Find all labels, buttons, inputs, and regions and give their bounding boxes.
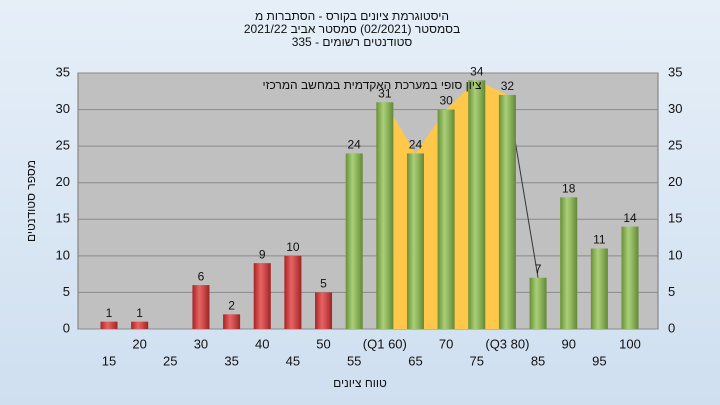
- x-tick-label: 30: [194, 336, 208, 351]
- value-label: 14: [623, 211, 637, 225]
- value-label: 2: [228, 299, 235, 313]
- bar-shade: [100, 321, 118, 329]
- y2-tick-label: 5: [668, 284, 675, 299]
- value-label: 1: [136, 306, 143, 320]
- annotation: ציון סופי במערכת האקדמית במחשב המרכזי: [262, 78, 482, 92]
- value-label: 11: [593, 233, 606, 247]
- y-tick-label: 20: [56, 174, 70, 189]
- value-label: 24: [347, 138, 361, 152]
- x-tick-label: 25: [163, 353, 177, 368]
- value-label: 9: [259, 247, 266, 261]
- value-label: 24: [409, 138, 423, 152]
- x-tick-label: 35: [224, 353, 238, 368]
- x-tick-label: 90: [561, 336, 575, 351]
- bar-shade: [406, 153, 424, 329]
- title-line: היסטוגרמת ציונים בקורס - הסתברות מ: [255, 9, 449, 23]
- x-tick-label: 75: [470, 353, 484, 368]
- value-label: 1: [106, 306, 113, 320]
- x-tick-label: 100: [619, 336, 641, 351]
- y2-tick-label: 15: [668, 211, 682, 226]
- x-tick-label: 95: [592, 353, 606, 368]
- y2-tick-label: 25: [668, 138, 682, 153]
- x-tick-label: (Q1 60): [363, 336, 407, 351]
- bar-shade: [621, 226, 639, 329]
- x-tick-label: 50: [316, 336, 330, 351]
- bar-shade: [529, 277, 547, 329]
- bar-shade: [131, 321, 149, 329]
- bar-shade: [376, 102, 394, 329]
- bar-shade: [253, 263, 271, 329]
- y-tick-label: 35: [56, 64, 70, 79]
- y-tick-label: 5: [63, 284, 70, 299]
- x-tick-label: 70: [439, 336, 453, 351]
- bar-shade: [590, 248, 608, 329]
- bar-shade: [284, 255, 302, 329]
- y2-tick-label: 0: [668, 320, 675, 335]
- bar-shade: [223, 314, 241, 329]
- x-axis-title: טווח ציונים: [333, 376, 387, 390]
- y2-tick-label: 20: [668, 174, 682, 189]
- y-axis-title: מספר סטודנטים: [24, 160, 38, 242]
- y2-tick-label: 35: [668, 64, 682, 79]
- value-label: 34: [470, 64, 484, 78]
- bar-shade: [192, 285, 210, 329]
- value-label: 30: [439, 94, 453, 108]
- x-tick-label: 85: [531, 353, 545, 368]
- y-tick-label: 10: [56, 247, 70, 262]
- title-line: סטודנטים רשומים - 335: [292, 35, 413, 49]
- y-tick-label: 25: [56, 138, 70, 153]
- bar-shade: [498, 94, 516, 329]
- bar-shade: [345, 153, 363, 329]
- x-tick-label: 40: [255, 336, 269, 351]
- x-tick-label: 45: [286, 353, 300, 368]
- x-tick-label: 15: [102, 353, 116, 368]
- x-tick-label: 20: [132, 336, 146, 351]
- title-line: בסמסטר (02/2021) סמסטר אביב 2021/22: [244, 22, 460, 36]
- value-label: 10: [286, 240, 300, 254]
- value-label: 18: [562, 182, 576, 196]
- y-tick-label: 15: [56, 211, 70, 226]
- bar-shade: [468, 80, 486, 329]
- y2-tick-label: 10: [668, 247, 682, 262]
- value-label: 5: [320, 277, 327, 291]
- value-label: 6: [198, 269, 205, 283]
- y2-tick-label: 30: [668, 101, 682, 116]
- x-tick-label: 55: [347, 353, 361, 368]
- value-label: 32: [501, 79, 515, 93]
- y-tick-label: 0: [63, 320, 70, 335]
- x-tick-label: (Q3 80): [485, 336, 529, 351]
- bar-shade: [437, 109, 455, 329]
- bar-shade: [315, 292, 333, 329]
- value-label: 7: [535, 262, 542, 276]
- bar-shade: [560, 197, 578, 329]
- x-tick-label: 65: [408, 353, 422, 368]
- y-tick-label: 30: [56, 101, 70, 116]
- value-label: 31: [378, 86, 392, 100]
